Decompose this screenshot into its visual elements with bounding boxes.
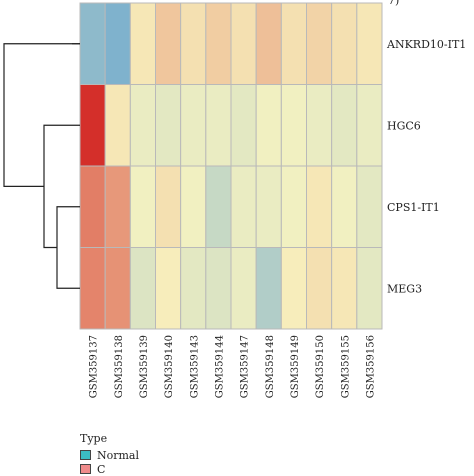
- column-label: GSM359143: [189, 335, 200, 398]
- row-label: HGC6: [387, 119, 421, 132]
- row-label: ANKRD10-IT1: [386, 38, 466, 51]
- heatmap-cell: [205, 247, 232, 330]
- legend-swatch-normal: [80, 450, 91, 460]
- dendrogram-branch: [43, 124, 80, 249]
- legend-swatch-cancer: [80, 464, 91, 474]
- heatmap-cell: [306, 84, 333, 167]
- dendrogram-branch: [56, 206, 80, 289]
- heatmap-cell: [129, 2, 156, 85]
- heatmap-cell: [155, 84, 182, 167]
- heatmap-cell: [155, 247, 182, 330]
- legend-label-cancer: C: [97, 462, 106, 476]
- heatmap-cell: [356, 165, 383, 248]
- column-label: GSM359138: [114, 335, 125, 398]
- column-label: GSM359140: [164, 335, 175, 398]
- column-label: GSM359139: [139, 335, 150, 398]
- heatmap-cell: [255, 247, 282, 330]
- column-label: GSM359144: [214, 335, 225, 398]
- heatmap-cell: [205, 84, 232, 167]
- heatmap-cell: [129, 165, 156, 248]
- heatmap-cell: [104, 247, 131, 330]
- heatmap-cell: [306, 2, 333, 85]
- heatmap-cell: [180, 84, 207, 167]
- heatmap-cell: [356, 84, 383, 167]
- heatmap-cell: [255, 84, 282, 167]
- heatmap-cell: [104, 84, 131, 167]
- column-label: GSM359156: [365, 335, 376, 398]
- heatmap-cell: [331, 247, 358, 330]
- dendrogram-branch: [3, 43, 80, 187]
- row-label: CPS1-IT1: [387, 201, 440, 214]
- heatmap-cell: [331, 2, 358, 85]
- heatmap-cell: [230, 84, 257, 167]
- heatmap-cell: [180, 165, 207, 248]
- heatmap-cell: [104, 165, 131, 248]
- heatmap-cell: [79, 2, 106, 85]
- heatmap-cell: [155, 2, 182, 85]
- column-label: GSM359137: [89, 335, 100, 398]
- heatmap-cell: [180, 2, 207, 85]
- legend-item-normal: Normal: [80, 448, 139, 462]
- legend-title: Type: [80, 432, 108, 445]
- heatmap-cell: [180, 247, 207, 330]
- heatmap-cell: [280, 165, 308, 248]
- heatmap-cell: [155, 165, 182, 248]
- heatmap-cell: [280, 247, 308, 330]
- heatmap-cell: [230, 2, 257, 85]
- heatmap-cell: [79, 84, 106, 167]
- top-label: 7): [388, 0, 399, 7]
- heatmap-cell: [356, 2, 383, 85]
- heatmap-cell: [129, 84, 156, 167]
- heatmap-cell: [306, 165, 333, 248]
- column-label: GSM359149: [290, 335, 301, 398]
- row-label: MEG3: [387, 282, 422, 295]
- heatmap-cell: [331, 84, 358, 167]
- heatmap-cell: [205, 2, 232, 85]
- column-label: GSM359148: [265, 335, 276, 398]
- column-label: GSM359147: [240, 335, 251, 398]
- heatmap-cell: [280, 84, 308, 167]
- heatmap-cell: [230, 247, 257, 330]
- heatmap-cell: [255, 2, 282, 85]
- heatmap-cell: [79, 247, 106, 330]
- heatmap-cell: [104, 2, 131, 85]
- heatmap-cell: [356, 247, 383, 330]
- heatmap-cell: [331, 165, 358, 248]
- heatmap-cell: [205, 165, 232, 248]
- heatmap-cell: [306, 247, 333, 330]
- column-label: GSM359155: [340, 335, 351, 398]
- heatmap-cell: [280, 2, 308, 85]
- heatmap-cell: [255, 165, 282, 248]
- legend-label-normal: Normal: [97, 448, 140, 462]
- legend: Type Normal C: [80, 432, 139, 476]
- column-label: GSM359150: [315, 335, 326, 398]
- heatmap-cell: [230, 165, 257, 248]
- heatmap-cell: [79, 165, 106, 248]
- heatmap-cell: [129, 247, 156, 330]
